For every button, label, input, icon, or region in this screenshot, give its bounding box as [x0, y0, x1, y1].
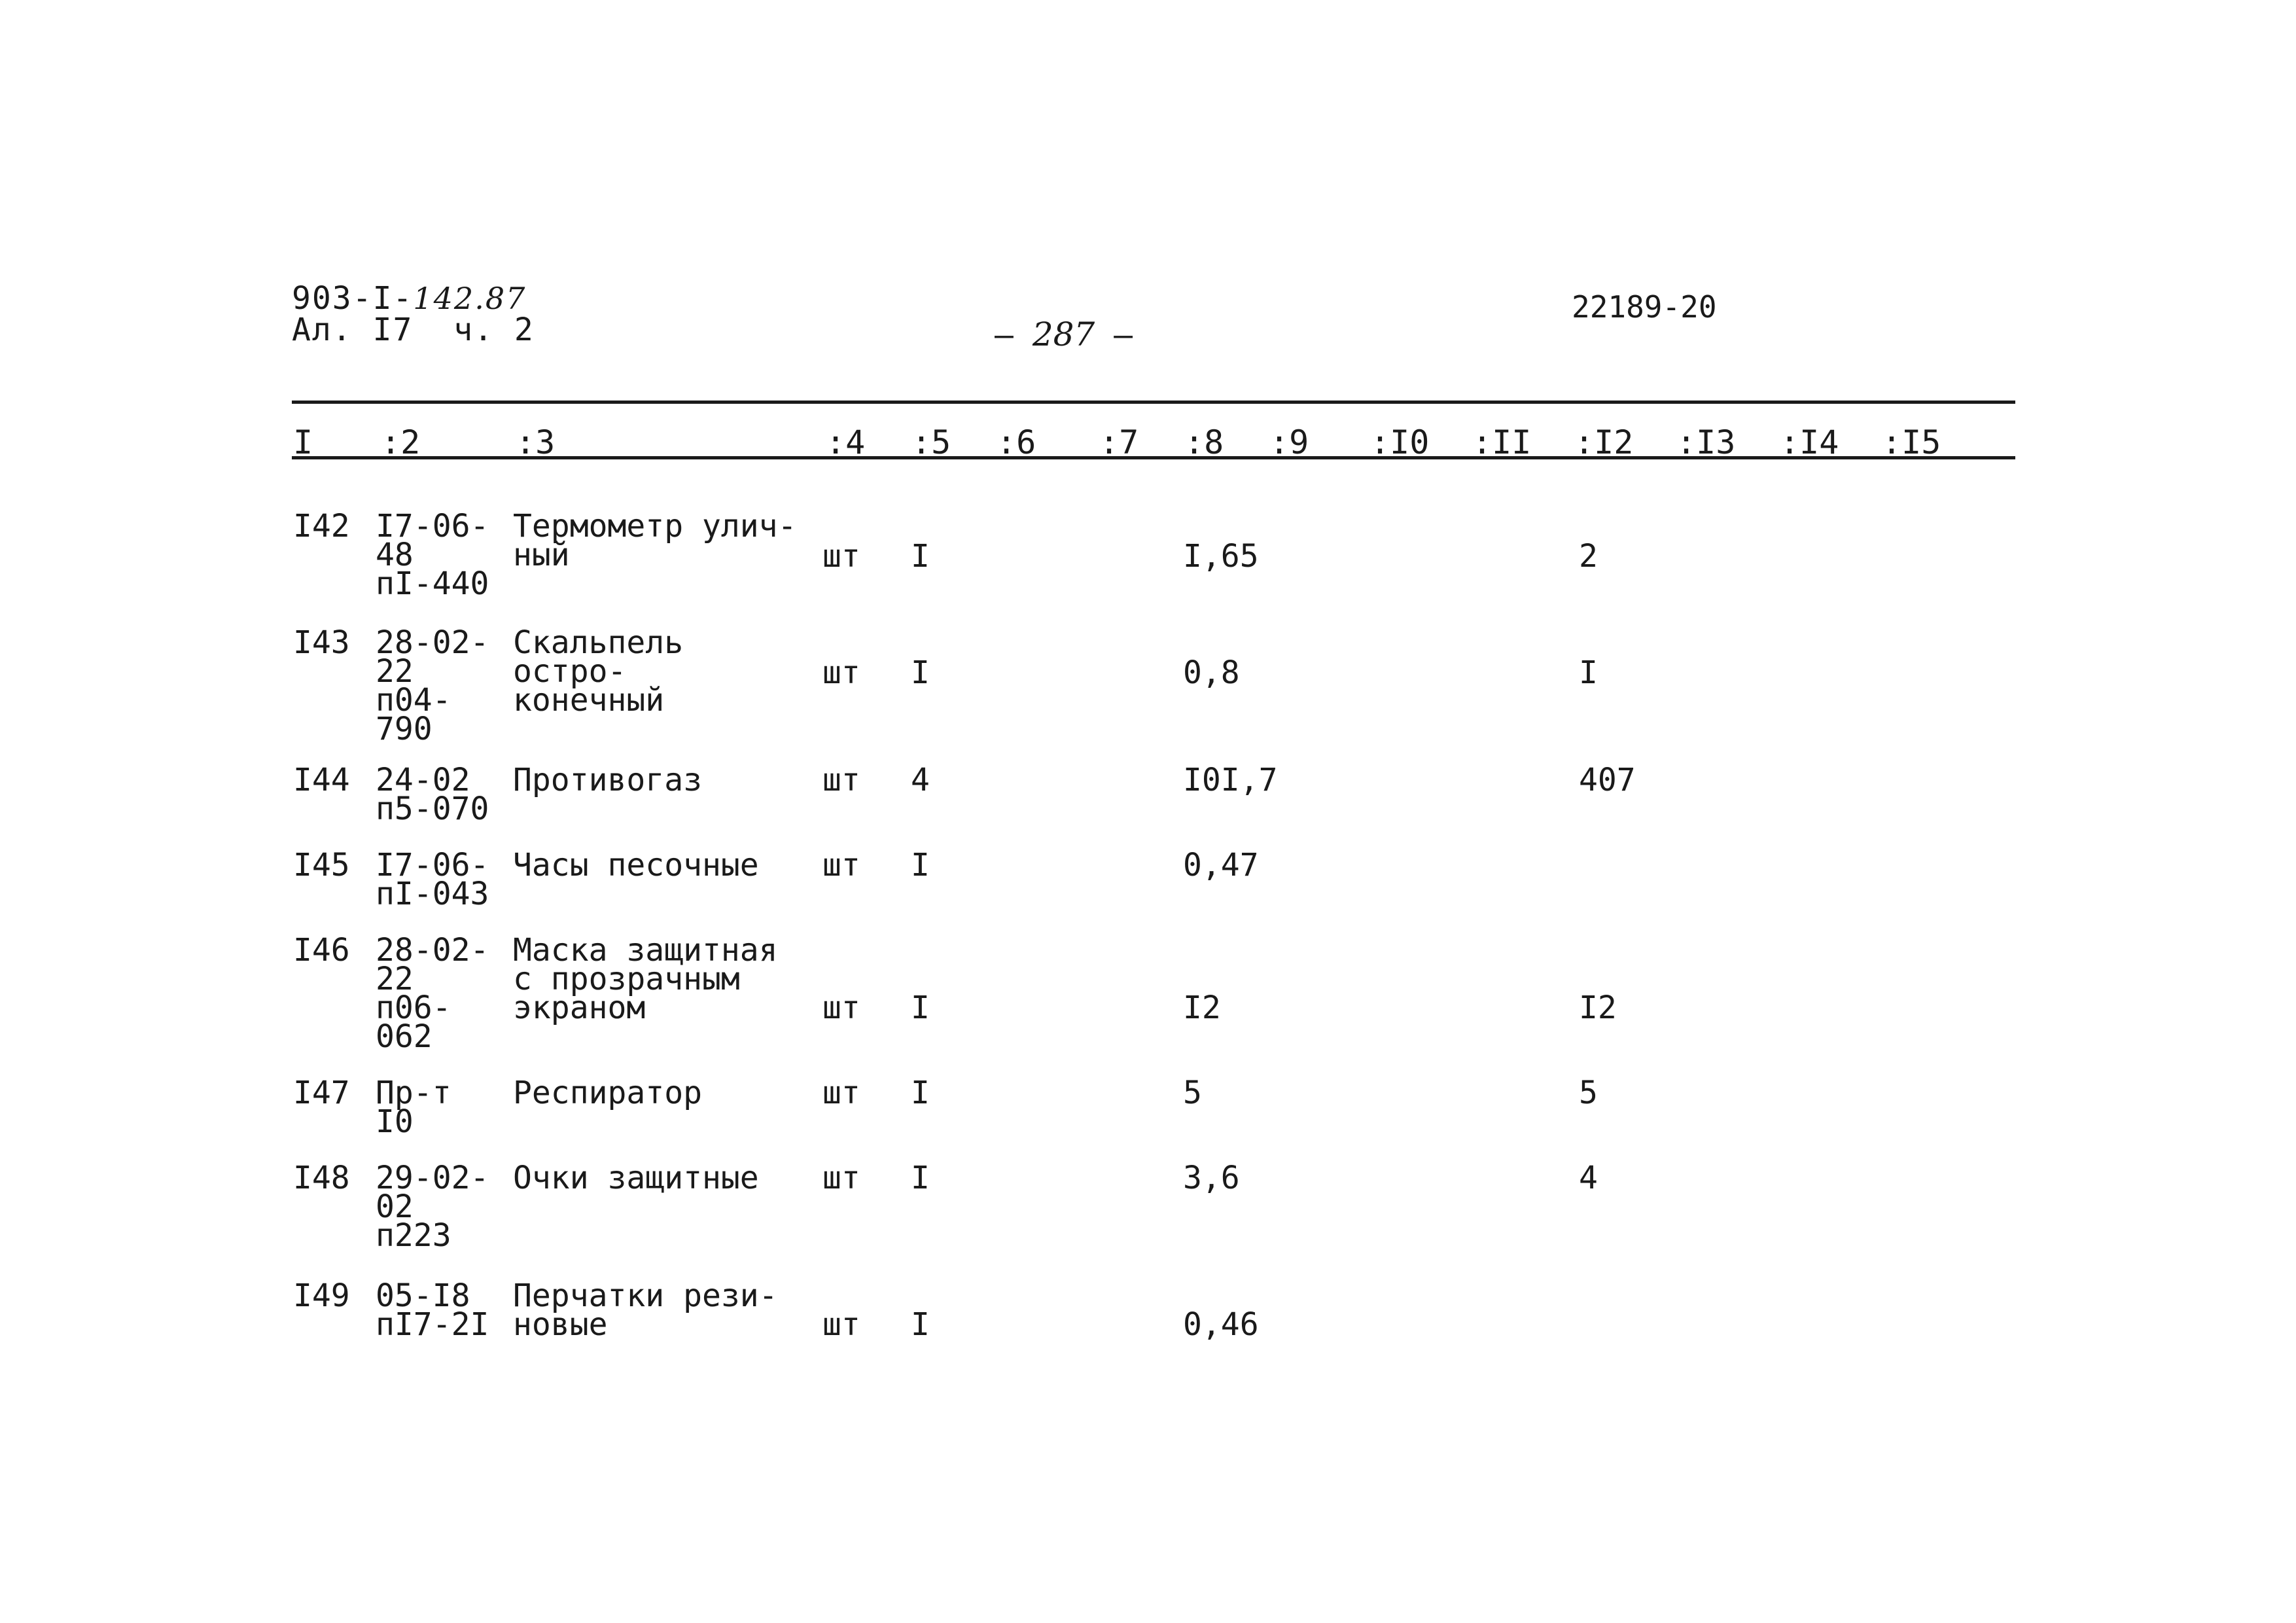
item-code: I7-06- пI-043 [376, 847, 489, 912]
total: 2 [1579, 538, 1598, 575]
column-header-6: :6 [997, 423, 1036, 461]
unit: шт [822, 1075, 860, 1111]
quantity: I [911, 847, 930, 883]
column-header-2: :2 [381, 423, 421, 461]
price: I2 [1183, 990, 1221, 1026]
price: I0I,7 [1183, 762, 1278, 798]
table-header-rule [292, 456, 2015, 459]
column-header-4: :4 [826, 423, 866, 461]
column-header-11: :II [1472, 423, 1532, 461]
total: I2 [1579, 990, 1617, 1026]
unit: шт [822, 1306, 860, 1343]
column-header-9: :9 [1269, 423, 1309, 461]
page-number-suffix: – [1114, 317, 1133, 353]
item-code: 05-I8 пI7-2I [376, 1277, 489, 1343]
total: 5 [1579, 1075, 1598, 1111]
item-name: Респиратор [513, 1075, 702, 1111]
column-header-3: :3 [516, 423, 556, 461]
page-number-prefix: – [995, 317, 1014, 353]
document-code-handwritten: 142.87 [413, 281, 527, 316]
column-header-15: :I5 [1882, 423, 1941, 461]
total: I [1579, 654, 1598, 691]
column-header-5: :5 [911, 423, 951, 461]
album-label: Ал. I7 ч. 2 [292, 312, 535, 348]
quantity: I [911, 538, 930, 575]
table-top-rule [292, 401, 2015, 404]
unit: шт [822, 847, 860, 883]
quantity: I [911, 1075, 930, 1111]
unit: шт [822, 1160, 860, 1196]
column-header-14: :I4 [1780, 423, 1839, 461]
item-code: Пр-т I0 [376, 1075, 451, 1140]
unit: шт [822, 654, 860, 691]
column-header-12: :I2 [1574, 423, 1634, 461]
price: 0,47 [1183, 847, 1259, 883]
quantity: I [911, 654, 930, 691]
row-number: I49 [293, 1277, 350, 1314]
item-code: I7-06- 48 пI-440 [376, 508, 489, 602]
quantity: I [911, 1306, 930, 1343]
column-header-10: :I0 [1370, 423, 1430, 461]
unit: шт [822, 990, 860, 1026]
quantity: I [911, 1160, 930, 1196]
column-header-7: :7 [1099, 423, 1139, 461]
item-code: 28-02- 22 п04- 790 [376, 624, 489, 747]
total: 4 [1579, 1160, 1598, 1196]
column-header-13: :I3 [1676, 423, 1736, 461]
inventory-number: 22189-20 [1572, 289, 1717, 325]
price: 3,6 [1183, 1160, 1240, 1196]
row-number: I48 [293, 1160, 350, 1196]
price: I,65 [1183, 538, 1259, 575]
row-number: I42 [293, 508, 350, 544]
item-code: 28-02- 22 п06- 062 [376, 932, 489, 1055]
column-header-8: :8 [1184, 423, 1224, 461]
price: 5 [1183, 1075, 1202, 1111]
unit: шт [822, 762, 860, 798]
total: 407 [1579, 762, 1636, 798]
row-number: I45 [293, 847, 350, 883]
row-number: I46 [293, 932, 350, 969]
item-name: Очки защитные [513, 1160, 759, 1196]
price: 0,46 [1183, 1306, 1259, 1343]
document-code: 903-I-142.87 [292, 280, 526, 317]
item-code: 29-02- 02 п223 [376, 1160, 489, 1254]
page-number-value: 287 [1032, 315, 1095, 353]
price: 0,8 [1183, 654, 1240, 691]
item-name: Термометр улич- ный [513, 508, 797, 573]
quantity: I [911, 990, 930, 1026]
quantity: 4 [911, 762, 930, 798]
document-code-printed: 903-I- [292, 280, 414, 317]
item-name: Маска защитная с прозрачным экраном [513, 932, 778, 1026]
item-name: Противогаз [513, 762, 702, 798]
unit: шт [822, 538, 860, 575]
item-name: Скальпель остро- конечный [513, 624, 684, 719]
row-number: I43 [293, 624, 350, 661]
row-number: I47 [293, 1075, 350, 1111]
column-header-1: I [293, 423, 313, 461]
item-name: Часы песочные [513, 847, 759, 883]
row-number: I44 [293, 762, 350, 798]
item-name: Перчатки рези- новые [513, 1277, 778, 1343]
item-code: 24-02 п5-070 [376, 762, 489, 827]
page-number: – 287 – [995, 315, 1133, 353]
